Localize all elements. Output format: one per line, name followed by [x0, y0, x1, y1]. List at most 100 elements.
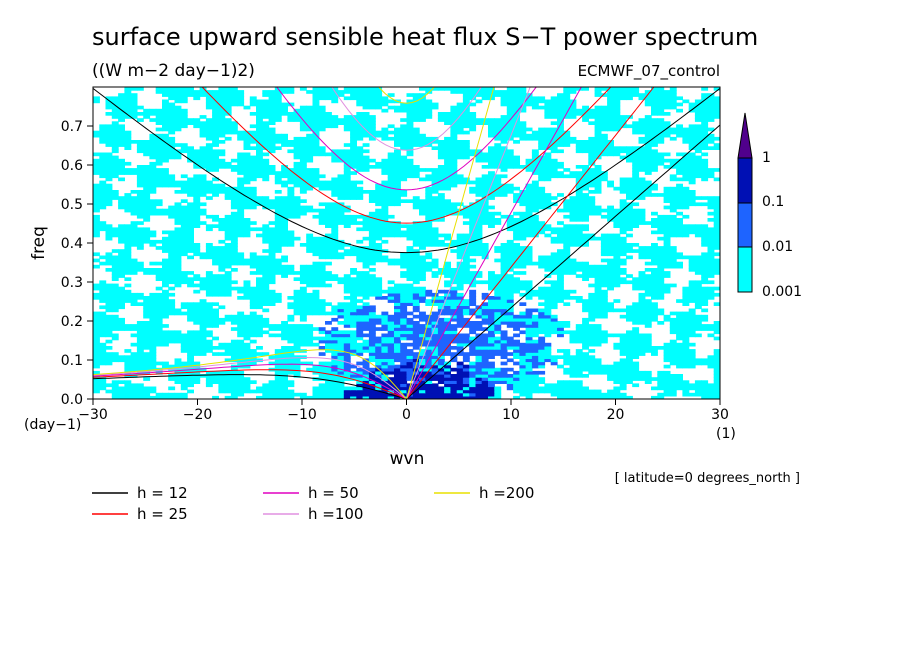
heatmap-cell: [368, 374, 376, 378]
heatmap-cell: [575, 199, 583, 203]
heatmap-cell: [394, 202, 401, 207]
heatmap-cell: [701, 280, 709, 285]
heatmap-cell: [312, 342, 320, 347]
heatmap-cell: [356, 274, 364, 278]
heatmap-cell: [525, 333, 533, 338]
heatmap-cell: [299, 314, 307, 319]
heatmap-cell: [701, 317, 709, 322]
heatmap-cell: [337, 190, 345, 194]
heatmap-cell: [312, 277, 320, 281]
heatmap-cell: [713, 395, 720, 399]
heatmap-cell: [375, 165, 383, 169]
heatmap-cell: [306, 308, 314, 313]
heatmap-cell: [437, 361, 445, 366]
heatmap-cell: [594, 180, 602, 185]
heatmap-cell: [575, 299, 583, 303]
heatmap-cell: [575, 193, 583, 197]
heatmap-cell: [488, 193, 495, 197]
heatmap-cell: [607, 389, 614, 394]
heatmap-cell: [105, 168, 113, 172]
heatmap-cell: [362, 249, 370, 253]
heatmap-cell: [281, 255, 288, 260]
heatmap-cell: [387, 292, 395, 297]
heatmap-cell: [212, 149, 219, 154]
heatmap-cell: [350, 289, 357, 294]
heatmap-cell: [481, 155, 489, 160]
heatmap-cell: [607, 367, 614, 372]
heatmap-cell: [632, 183, 640, 188]
heatmap-cell: [155, 174, 163, 179]
heatmap-cell: [356, 152, 364, 157]
heatmap-cell: [644, 286, 652, 291]
heatmap-cell: [387, 349, 395, 353]
heatmap-cell: [419, 336, 426, 341]
heatmap-cell: [626, 377, 633, 381]
heatmap-cell: [513, 277, 520, 281]
heatmap-cell: [162, 361, 169, 366]
heatmap-cell: [111, 171, 119, 175]
heatmap-cell: [682, 155, 690, 160]
heatmap-cell: [676, 205, 683, 210]
heatmap-cell: [299, 171, 307, 175]
heatmap-cell: [99, 305, 107, 310]
heatmap-cell: [531, 386, 539, 391]
heatmap-cell: [669, 205, 677, 210]
heatmap-cell: [368, 392, 376, 397]
heatmap-cell: [143, 227, 151, 232]
heatmap-cell: [632, 221, 640, 225]
heatmap-cell: [224, 264, 232, 269]
heatmap-cell: [325, 221, 332, 225]
heatmap-cell: [381, 392, 389, 397]
heatmap-cell: [331, 224, 339, 228]
heatmap-cell: [613, 186, 621, 191]
heatmap-cell: [143, 333, 151, 338]
heatmap-cell: [644, 339, 652, 344]
heatmap-cell: [481, 374, 489, 378]
heatmap-cell: [456, 389, 464, 394]
heatmap-cell: [569, 380, 577, 384]
heatmap-cell: [136, 330, 144, 335]
heatmap-cell: [563, 296, 571, 300]
heatmap-cell: [130, 364, 138, 369]
heatmap-cell: [237, 261, 245, 266]
heatmap-cell: [105, 327, 113, 331]
heatmap-cell: [676, 252, 683, 257]
heatmap-cell: [205, 155, 213, 160]
heatmap-cell: [525, 330, 533, 335]
heatmap-cell: [431, 236, 439, 241]
heatmap-cell: [362, 258, 370, 263]
heatmap-cell: [356, 374, 364, 378]
heatmap-cell: [500, 255, 508, 260]
heatmap-cell: [237, 161, 245, 166]
heatmap-cell: [287, 346, 295, 350]
heatmap-cell: [531, 183, 539, 188]
heatmap-cell: [676, 380, 683, 384]
heatmap-cell: [444, 349, 451, 353]
heatmap-cell: [375, 355, 383, 359]
heatmap-cell: [130, 292, 138, 297]
heatmap-cell: [212, 336, 219, 341]
heatmap-cell: [569, 227, 577, 232]
heatmap-cell: [162, 177, 169, 182]
heatmap-cell: [381, 255, 389, 260]
heatmap-cell: [130, 389, 138, 394]
heatmap-cell: [274, 199, 282, 203]
heatmap-cell: [400, 305, 408, 310]
heatmap-cell: [563, 174, 571, 179]
heatmap-cell: [594, 186, 602, 191]
heatmap-cell: [387, 330, 395, 335]
heatmap-cell: [544, 152, 552, 157]
heatmap-cell: [481, 342, 489, 347]
heatmap-cell: [676, 186, 683, 191]
heatmap-cell: [444, 311, 451, 316]
heatmap-cell: [431, 336, 439, 341]
heatmap-cell: [669, 186, 677, 191]
heatmap-cell: [550, 171, 558, 175]
heatmap-cell: [368, 352, 376, 356]
heatmap-cell: [481, 317, 489, 322]
heatmap-cell: [387, 261, 395, 266]
heatmap-cell: [406, 299, 414, 303]
heatmap-cell: [136, 261, 144, 266]
heatmap-cell: [707, 389, 715, 394]
heatmap-cell: [136, 190, 144, 194]
